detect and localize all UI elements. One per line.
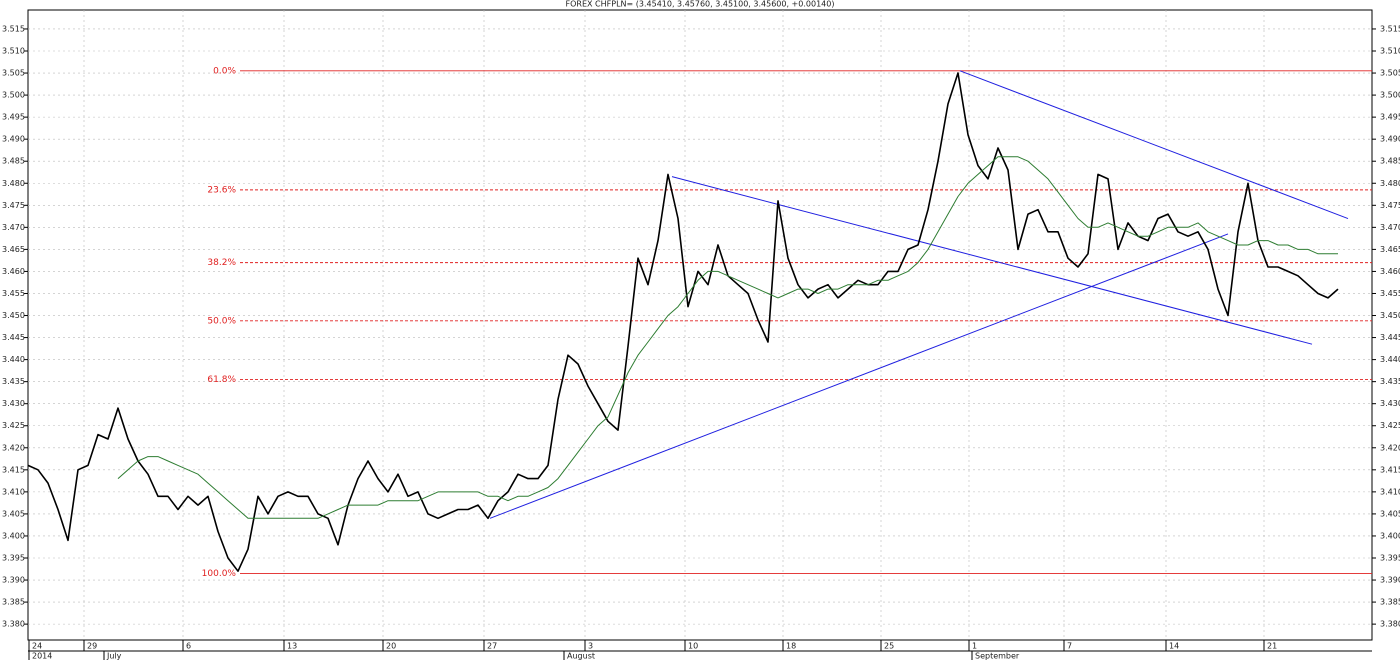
x-tick-label: 25 (884, 642, 894, 651)
x-tick-label: 3 (588, 642, 593, 651)
x-tick-label: 20 (386, 642, 396, 651)
y-tick-label: 3.470 (1380, 223, 1400, 232)
y-tick-label: 3.385 (2, 598, 25, 607)
x-tick-label: 10 (688, 642, 698, 651)
y-tick-label: 3.460 (1380, 267, 1400, 276)
y-tick-label: 3.505 (2, 69, 25, 78)
y-tick-label: 3.510 (1380, 47, 1400, 56)
fib-label: 61.8% (207, 375, 236, 385)
fib-label: 23.6% (207, 185, 236, 195)
y-tick-label: 3.480 (2, 179, 25, 188)
y-tick-label: 3.500 (1380, 91, 1400, 100)
y-tick-label: 3.435 (1380, 377, 1400, 386)
y-tick-label: 3.465 (1380, 245, 1400, 254)
period-label: August (567, 652, 595, 660)
period-label: July (106, 652, 122, 660)
trend-line (489, 233, 1229, 519)
period-label: September (975, 652, 1020, 660)
y-tick-label: 3.455 (1380, 289, 1400, 298)
y-tick-label: 3.490 (2, 135, 25, 144)
y-tick-label: 3.450 (1380, 311, 1400, 320)
y-tick-label: 3.435 (2, 377, 25, 386)
y-tick-label: 3.480 (1380, 179, 1400, 188)
y-tick-label: 3.505 (1380, 69, 1400, 78)
y-tick-label: 3.420 (1380, 443, 1400, 452)
fib-label: 38.2% (207, 258, 236, 268)
y-tick-label: 3.415 (1380, 465, 1400, 474)
y-tick-label: 3.515 (2, 24, 25, 33)
plot-frame (27, 9, 1373, 641)
y-tick-label: 3.410 (1380, 487, 1400, 496)
y-tick-label: 3.495 (1380, 113, 1400, 122)
y-tick-label: 3.440 (1380, 355, 1400, 364)
y-tick-label: 3.470 (2, 223, 25, 232)
x-tick-label: 27 (487, 642, 497, 651)
y-tick-label: 3.410 (2, 487, 25, 496)
y-tick-label: 3.385 (1380, 598, 1400, 607)
trend-line (671, 176, 1313, 345)
y-tick-label: 3.405 (2, 509, 25, 518)
x-tick-label: 24 (32, 642, 42, 651)
x-tick-label: 1 (972, 642, 977, 651)
y-tick-label: 3.380 (1380, 620, 1400, 629)
trend-line (959, 70, 1349, 219)
y-tick-label: 3.390 (1380, 576, 1400, 585)
y-tick-label: 3.425 (2, 421, 25, 430)
x-tick-label: 7 (1067, 642, 1072, 651)
y-tick-label: 3.485 (2, 157, 25, 166)
y-tick-label: 3.395 (2, 553, 25, 562)
y-tick-label: 3.475 (2, 201, 25, 210)
y-tick-label: 3.460 (2, 267, 25, 276)
y-tick-label: 3.455 (2, 289, 25, 298)
y-tick-label: 3.515 (1380, 24, 1400, 33)
x-tick-label: 6 (186, 642, 191, 651)
y-tick-label: 3.485 (1380, 157, 1400, 166)
y-tick-label: 3.450 (2, 311, 25, 320)
moving-average-line (117, 156, 1338, 519)
x-tick-label: 21 (1267, 642, 1277, 651)
x-tick-label: 29 (87, 642, 97, 651)
x-tick-label: 14 (1169, 642, 1179, 651)
y-tick-label: 3.415 (2, 465, 25, 474)
chart-title: FOREX CHFPLN= (3.45410, 3.45760, 3.45100… (566, 0, 835, 9)
y-tick-label: 3.430 (2, 399, 25, 408)
period-label: 2014 (32, 652, 52, 660)
fib-label: 0.0% (213, 66, 236, 76)
y-tick-label: 3.380 (2, 620, 25, 629)
y-tick-label: 3.495 (2, 113, 25, 122)
y-tick-label: 3.510 (2, 47, 25, 56)
y-tick-label: 3.490 (1380, 135, 1400, 144)
y-tick-label: 3.405 (1380, 509, 1400, 518)
y-tick-label: 3.445 (1380, 333, 1400, 342)
y-tick-label: 3.440 (2, 355, 25, 364)
y-tick-label: 3.430 (1380, 399, 1400, 408)
y-tick-label: 3.400 (1380, 531, 1400, 540)
y-tick-label: 3.390 (2, 576, 25, 585)
y-tick-label: 3.500 (2, 91, 25, 100)
fib-label: 50.0% (207, 316, 236, 326)
x-tick-label: 18 (786, 642, 796, 651)
y-tick-label: 3.445 (2, 333, 25, 342)
y-tick-label: 3.395 (1380, 553, 1400, 562)
x-tick-label: 13 (287, 642, 297, 651)
fib-label: 100.0% (202, 569, 237, 579)
y-tick-label: 3.465 (2, 245, 25, 254)
y-tick-label: 3.400 (2, 531, 25, 540)
y-tick-label: 3.475 (1380, 201, 1400, 210)
y-tick-label: 3.425 (1380, 421, 1400, 430)
y-tick-label: 3.420 (2, 443, 25, 452)
price-line (27, 72, 1339, 572)
